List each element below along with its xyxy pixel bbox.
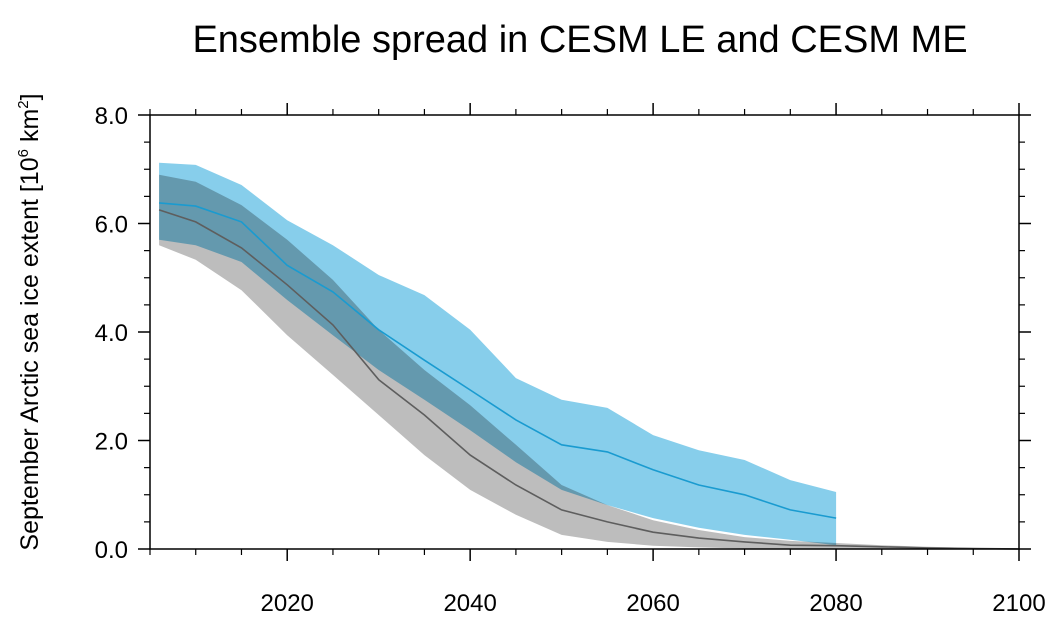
y-axis-label-part: km — [16, 109, 44, 149]
y-axis-label-sup: 2 — [15, 100, 32, 108]
spread-band — [159, 162, 837, 546]
y-tick-label: 0.0 — [95, 537, 128, 564]
x-tick-label: 2080 — [809, 590, 862, 617]
y-axis-label-part: September Arctic sea ice extent [10 — [16, 157, 44, 550]
chart-title: Ensemble spread in CESM LE and CESM ME — [192, 19, 967, 61]
x-tick-label: 2060 — [626, 590, 679, 617]
y-tick-label: 6.0 — [95, 212, 128, 239]
mean-line — [158, 209, 1020, 550]
y-tick-label: 2.0 — [95, 429, 128, 456]
x-tick-label: 2020 — [261, 590, 314, 617]
spread-band — [159, 174, 1020, 549]
y-axis-label: September Arctic sea ice extent [106 km2… — [15, 93, 44, 550]
y-axis-label-part: ] — [16, 93, 44, 100]
x-tick-label: 2100 — [992, 590, 1045, 617]
mean-line — [159, 202, 837, 519]
y-axis-label-sup: 6 — [15, 149, 32, 157]
y-tick-label: 8.0 — [95, 103, 128, 130]
y-tick-label: 4.0 — [95, 320, 128, 347]
x-tick-label: 2040 — [443, 590, 496, 617]
